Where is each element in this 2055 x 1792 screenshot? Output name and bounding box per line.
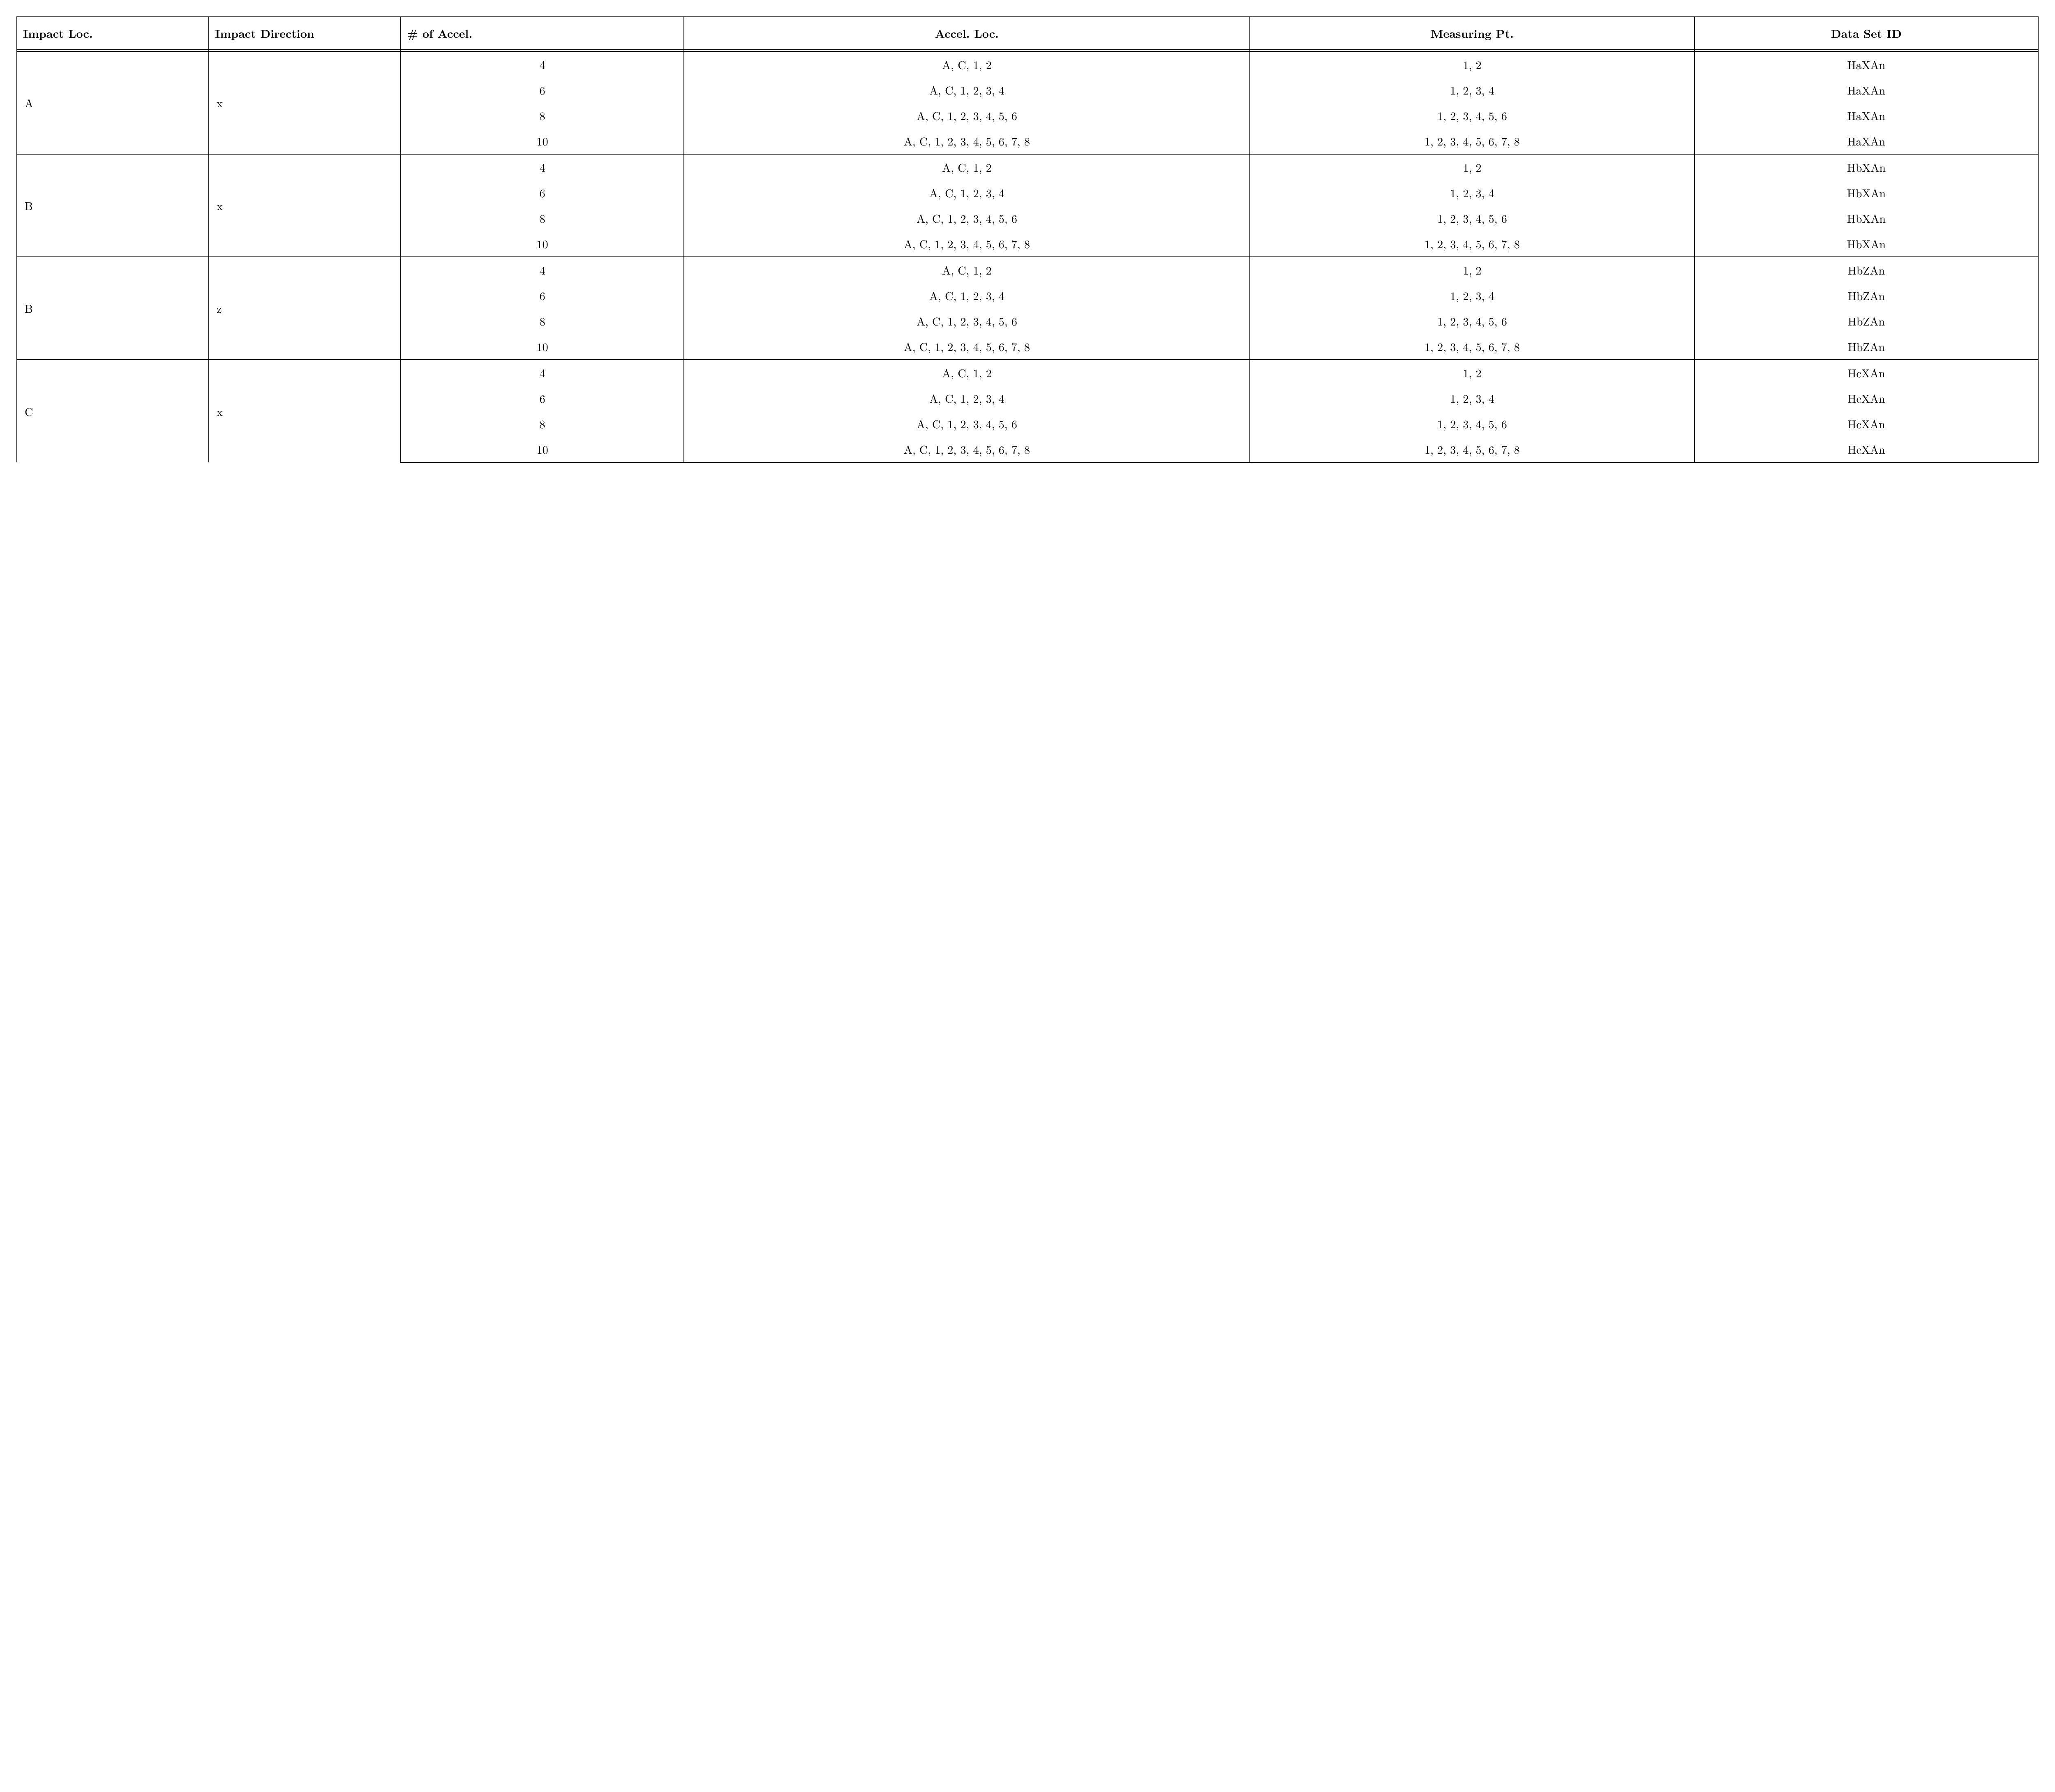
cell-num-accel: 10 xyxy=(401,334,684,360)
cell-data-set-id: HbXAn xyxy=(1695,180,2038,206)
table-row: B z 4 A, C, 1, 2 1, 2 HbZAn xyxy=(17,257,2038,283)
cell-data-set-id: HbXAn xyxy=(1695,231,2038,257)
cell-accel-loc: A, C, 1, 2 xyxy=(684,51,1250,77)
cell-num-accel: 4 xyxy=(401,257,684,283)
cell-measuring-pt: 1, 2, 3, 4, 5, 6 xyxy=(1250,206,1695,231)
cell-measuring-pt: 1, 2 xyxy=(1250,257,1695,283)
cell-impact-direction: x xyxy=(209,360,401,462)
cell-measuring-pt: 1, 2 xyxy=(1250,154,1695,180)
cell-data-set-id: HcXAn xyxy=(1695,386,2038,411)
cell-accel-loc: A, C, 1, 2, 3, 4, 5, 6, 7, 8 xyxy=(684,231,1250,257)
cell-data-set-id: HaXAn xyxy=(1695,128,2038,154)
cell-num-accel: 8 xyxy=(401,103,684,128)
cell-measuring-pt: 1, 2, 3, 4, 5, 6 xyxy=(1250,411,1695,436)
cell-data-set-id: HbXAn xyxy=(1695,154,2038,180)
cell-num-accel: 10 xyxy=(401,128,684,154)
cell-num-accel: 8 xyxy=(401,411,684,436)
table-row: A x 4 A, C, 1, 2 1, 2 HaXAn xyxy=(17,51,2038,77)
cell-num-accel: 6 xyxy=(401,283,684,308)
cell-accel-loc: A, C, 1, 2, 3, 4, 5, 6 xyxy=(684,411,1250,436)
cell-measuring-pt: 1, 2 xyxy=(1250,51,1695,77)
cell-measuring-pt: 1, 2, 3, 4, 5, 6 xyxy=(1250,308,1695,334)
cell-data-set-id: HcXAn xyxy=(1695,436,2038,462)
cell-impact-loc: B xyxy=(17,257,209,360)
cell-impact-loc: B xyxy=(17,154,209,257)
cell-data-set-id: HcXAn xyxy=(1695,360,2038,386)
cell-data-set-id: HaXAn xyxy=(1695,77,2038,103)
cell-accel-loc: A, C, 1, 2 xyxy=(684,360,1250,386)
cell-measuring-pt: 1, 2, 3, 4, 5, 6, 7, 8 xyxy=(1250,334,1695,360)
cell-data-set-id: HbZAn xyxy=(1695,334,2038,360)
cell-data-set-id: HcXAn xyxy=(1695,411,2038,436)
cell-measuring-pt: 1, 2, 3, 4 xyxy=(1250,283,1695,308)
cell-impact-loc: C xyxy=(17,360,209,462)
cell-measuring-pt: 1, 2, 3, 4 xyxy=(1250,77,1695,103)
cell-num-accel: 6 xyxy=(401,77,684,103)
cell-measuring-pt: 1, 2, 3, 4, 5, 6, 7, 8 xyxy=(1250,128,1695,154)
cell-measuring-pt: 1, 2, 3, 4, 5, 6 xyxy=(1250,103,1695,128)
cell-num-accel: 8 xyxy=(401,308,684,334)
cell-accel-loc: A, C, 1, 2, 3, 4, 5, 6 xyxy=(684,103,1250,128)
table-header-row: Impact Loc. Impact Direc­tion # of Accel… xyxy=(17,17,2038,50)
col-impact-direction: Impact Direc­tion xyxy=(209,17,401,50)
cell-data-set-id: HaXAn xyxy=(1695,51,2038,77)
cell-impact-loc: A xyxy=(17,51,209,154)
cell-num-accel: 4 xyxy=(401,360,684,386)
cell-accel-loc: A, C, 1, 2, 3, 4 xyxy=(684,77,1250,103)
col-measuring-pt: Measuring Pt. xyxy=(1250,17,1695,50)
cell-measuring-pt: 1, 2 xyxy=(1250,360,1695,386)
col-data-set-id: Data Set ID xyxy=(1695,17,2038,50)
cell-accel-loc: A, C, 1, 2, 3, 4, 5, 6 xyxy=(684,308,1250,334)
cell-accel-loc: A, C, 1, 2, 3, 4, 5, 6, 7, 8 xyxy=(684,128,1250,154)
cell-num-accel: 10 xyxy=(401,436,684,462)
cell-accel-loc: A, C, 1, 2, 3, 4, 5, 6 xyxy=(684,206,1250,231)
cell-measuring-pt: 1, 2, 3, 4, 5, 6, 7, 8 xyxy=(1250,231,1695,257)
cell-accel-loc: A, C, 1, 2, 3, 4, 5, 6, 7, 8 xyxy=(684,436,1250,462)
table-body: A x 4 A, C, 1, 2 1, 2 HaXAn 6 A, C, 1, 2… xyxy=(17,50,2038,462)
cell-measuring-pt: 1, 2, 3, 4 xyxy=(1250,386,1695,411)
cell-num-accel: 6 xyxy=(401,386,684,411)
cell-measuring-pt: 1, 2, 3, 4, 5, 6, 7, 8 xyxy=(1250,436,1695,462)
cell-accel-loc: A, C, 1, 2 xyxy=(684,257,1250,283)
cell-accel-loc: A, C, 1, 2, 3, 4 xyxy=(684,283,1250,308)
dataset-table: Impact Loc. Impact Direc­tion # of Accel… xyxy=(16,16,2039,463)
cell-data-set-id: HaXAn xyxy=(1695,103,2038,128)
cell-accel-loc: A, C, 1, 2, 3, 4, 5, 6, 7, 8 xyxy=(684,334,1250,360)
cell-num-accel: 4 xyxy=(401,154,684,180)
cell-data-set-id: HbZAn xyxy=(1695,283,2038,308)
cell-measuring-pt: 1, 2, 3, 4 xyxy=(1250,180,1695,206)
table-row: C x 4 A, C, 1, 2 1, 2 HcXAn xyxy=(17,360,2038,386)
cell-accel-loc: A, C, 1, 2, 3, 4 xyxy=(684,386,1250,411)
col-num-accel: # of Accel. xyxy=(401,17,684,50)
cell-num-accel: 4 xyxy=(401,51,684,77)
cell-impact-direction: x xyxy=(209,154,401,257)
cell-num-accel: 6 xyxy=(401,180,684,206)
table-row: B x 4 A, C, 1, 2 1, 2 HbXAn xyxy=(17,154,2038,180)
cell-impact-direction: z xyxy=(209,257,401,360)
cell-accel-loc: A, C, 1, 2, 3, 4 xyxy=(684,180,1250,206)
cell-impact-direction: x xyxy=(209,51,401,154)
cell-accel-loc: A, C, 1, 2 xyxy=(684,154,1250,180)
cell-num-accel: 10 xyxy=(401,231,684,257)
cell-data-set-id: HbZAn xyxy=(1695,308,2038,334)
cell-data-set-id: HbXAn xyxy=(1695,206,2038,231)
col-accel-loc: Accel. Loc. xyxy=(684,17,1250,50)
cell-num-accel: 8 xyxy=(401,206,684,231)
col-impact-loc: Impact Loc. xyxy=(17,17,209,50)
cell-data-set-id: HbZAn xyxy=(1695,257,2038,283)
